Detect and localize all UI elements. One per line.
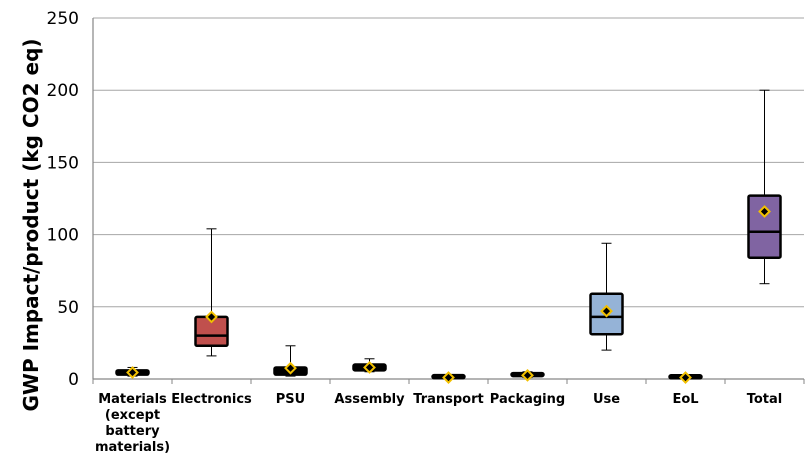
x-category-label-line: materials) <box>95 440 170 455</box>
y-tick-label-50: 50 <box>57 298 79 318</box>
x-category-label-line: battery <box>105 424 160 439</box>
x-category-label-6: Packaging <box>490 392 565 407</box>
x-category-label-line: EoL <box>672 392 698 407</box>
x-category-label-line: Use <box>593 392 620 407</box>
box-9 <box>749 90 781 283</box>
y-tick-label-0: 0 <box>68 370 79 390</box>
x-category-label-line: Assembly <box>334 392 405 407</box>
x-category-label-3: PSU <box>276 392 305 407</box>
x-category-label-line: (except <box>105 408 160 423</box>
y-axis-ticks: 0 50 100 150 200 250 <box>47 9 79 390</box>
box-4 <box>354 359 386 373</box>
y-tick-label-150: 150 <box>47 153 79 173</box>
x-category-label-line: Packaging <box>490 392 565 407</box>
y-axis-label: GWP Impact/product (kg CO2 eq) <box>19 38 43 411</box>
x-category-label-line: Transport <box>413 392 483 407</box>
box-2 <box>196 229 228 356</box>
x-category-label-8: EoL <box>672 392 698 407</box>
x-category-label-9: Total <box>747 392 783 407</box>
box-5 <box>433 373 465 383</box>
x-category-label-line: Total <box>747 392 783 407</box>
x-category-label-line: Electronics <box>171 392 252 407</box>
box-series <box>117 90 781 382</box>
x-category-label-5: Transport <box>413 392 483 407</box>
x-category-label-7: Use <box>593 392 620 407</box>
y-tick-label-200: 200 <box>47 81 79 101</box>
box-8 <box>670 373 702 383</box>
x-category-label-1: Materials (except battery materials) <box>95 392 170 455</box>
box-body-9 <box>749 196 781 258</box>
y-tick-label-250: 250 <box>47 9 79 29</box>
x-category-label-line: PSU <box>276 392 305 407</box>
x-axis-category-labels: Materials (except battery materials)Electro… <box>95 392 782 455</box>
x-category-label-line: Materials <box>98 392 167 407</box>
x-category-label-2: Electronics <box>171 392 252 407</box>
x-category-label-4: Assembly <box>334 392 405 407</box>
box-3 <box>275 346 307 376</box>
box-1 <box>117 367 149 377</box>
box-7 <box>591 243 623 350</box>
y-tick-label-100: 100 <box>47 226 79 246</box>
